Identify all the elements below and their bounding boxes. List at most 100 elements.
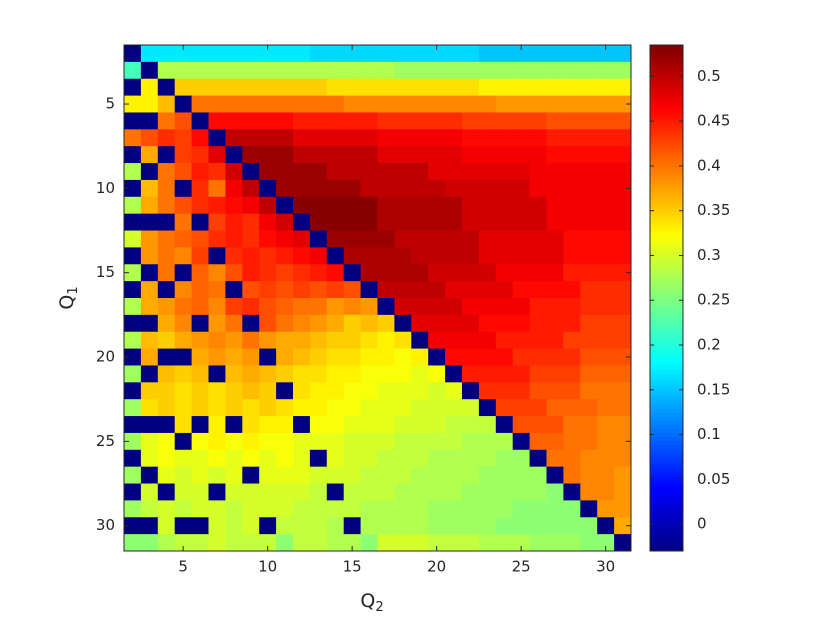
colorbar-segment: [650, 226, 683, 232]
heatmap-cell: [597, 416, 615, 434]
colorbar-segment: [650, 262, 683, 267]
heatmap-cell: [411, 95, 429, 113]
colorbar-segment: [650, 543, 683, 548]
colorbar-segment: [650, 294, 683, 299]
heatmap-cell: [428, 500, 446, 518]
heatmap-cell: [529, 348, 547, 366]
heatmap-cell: [157, 298, 176, 316]
heatmap-cell: [242, 213, 260, 231]
heatmap-cell: [191, 247, 209, 265]
y-tick-label: 30: [96, 516, 115, 534]
heatmap-cell: [360, 146, 378, 164]
heatmap-cell: [293, 247, 311, 265]
heatmap-cell: [293, 534, 311, 552]
heatmap-cell: [563, 534, 581, 552]
heatmap-cell: [174, 45, 192, 63]
heatmap-cell: [597, 129, 615, 147]
heatmap-cell: [495, 129, 514, 147]
heatmap-cell: [293, 146, 311, 164]
heatmap-cell: [614, 298, 632, 316]
heatmap-cell: [208, 432, 226, 451]
heatmap-cell: [343, 298, 361, 316]
heatmap-cell: [124, 45, 142, 63]
heatmap-cell: [124, 196, 142, 215]
heatmap-cell: [597, 399, 615, 417]
heatmap-cell: [191, 230, 209, 248]
heatmap-cell: [563, 382, 581, 400]
colorbar-segment: [650, 92, 683, 97]
heatmap-cell: [242, 449, 260, 468]
heatmap-cell: [478, 179, 497, 198]
heatmap-cell: [546, 331, 564, 349]
heatmap-cell: [293, 230, 311, 248]
heatmap-cell: [157, 179, 176, 198]
heatmap-cell: [140, 348, 159, 366]
colorbar-segment: [650, 460, 683, 465]
heatmap-cell: [411, 432, 429, 451]
heatmap-cell: [276, 483, 294, 501]
heatmap-cell: [394, 281, 412, 299]
heatmap-cell: [512, 146, 530, 164]
colorbar-segment: [650, 373, 683, 378]
heatmap-cell: [259, 365, 277, 383]
y-tick-label: 15: [96, 263, 115, 281]
heatmap-cell: [276, 466, 294, 484]
heatmap-cell: [225, 78, 243, 96]
heatmap-cell: [563, 163, 581, 181]
heatmap-cell: [309, 281, 328, 299]
heatmap-cell: [157, 45, 176, 63]
heatmap-cell: [580, 45, 598, 63]
colorbar-segment: [650, 341, 683, 346]
heatmap-cell: [174, 95, 192, 113]
heatmap-cell: [276, 129, 294, 147]
x-tick-label: 30: [596, 558, 615, 576]
colorbar-tick-label: 0.4: [697, 156, 721, 174]
colorbar-segment: [650, 349, 683, 354]
heatmap-cell: [428, 112, 446, 130]
heatmap-cell: [394, 500, 412, 518]
heatmap-cell: [309, 534, 328, 552]
heatmap-cell: [293, 213, 311, 231]
heatmap-cell: [360, 348, 378, 366]
heatmap-cell: [140, 500, 159, 518]
heatmap-cell: [326, 432, 345, 451]
colorbar-segment: [650, 124, 683, 129]
heatmap-cell: [495, 331, 514, 349]
heatmap-cell: [529, 45, 547, 63]
heatmap-cell: [276, 213, 294, 231]
heatmap-cell: [597, 331, 615, 349]
heatmap-cell: [124, 348, 142, 366]
heatmap-cell: [293, 281, 311, 299]
heatmap-cell: [529, 483, 547, 501]
heatmap-cell: [462, 483, 480, 501]
heatmap-cell: [495, 298, 514, 316]
heatmap-cell: [225, 179, 243, 198]
heatmap-cell: [512, 466, 530, 484]
colorbar-segment: [650, 135, 683, 141]
heatmap-cell: [259, 534, 277, 552]
heatmap-cell: [259, 45, 277, 63]
heatmap-cell: [478, 264, 497, 282]
heatmap-cell: [512, 112, 530, 130]
heatmap-cell: [242, 432, 260, 451]
heatmap-cell: [242, 264, 260, 282]
heatmap-cell: [208, 61, 226, 80]
heatmap-cell: [293, 365, 311, 383]
heatmap-cell: [495, 196, 514, 215]
heatmap-cell: [208, 416, 226, 434]
heatmap-cell: [394, 230, 412, 248]
colorbar-segment: [650, 52, 683, 58]
heatmap-cell: [529, 399, 547, 417]
heatmap-cell: [614, 45, 632, 63]
heatmap-cell: [174, 416, 192, 434]
heatmap-cell: [242, 298, 260, 316]
heatmap-cell: [309, 483, 328, 501]
heatmap-cell: [580, 281, 598, 299]
heatmap-cell: [478, 348, 497, 366]
heatmap-cell: [478, 500, 497, 518]
heatmap-cell: [428, 196, 446, 215]
heatmap-cell: [428, 281, 446, 299]
heatmap-cell: [445, 365, 463, 383]
heatmap-cell: [174, 517, 192, 535]
heatmap-cell: [124, 163, 142, 181]
